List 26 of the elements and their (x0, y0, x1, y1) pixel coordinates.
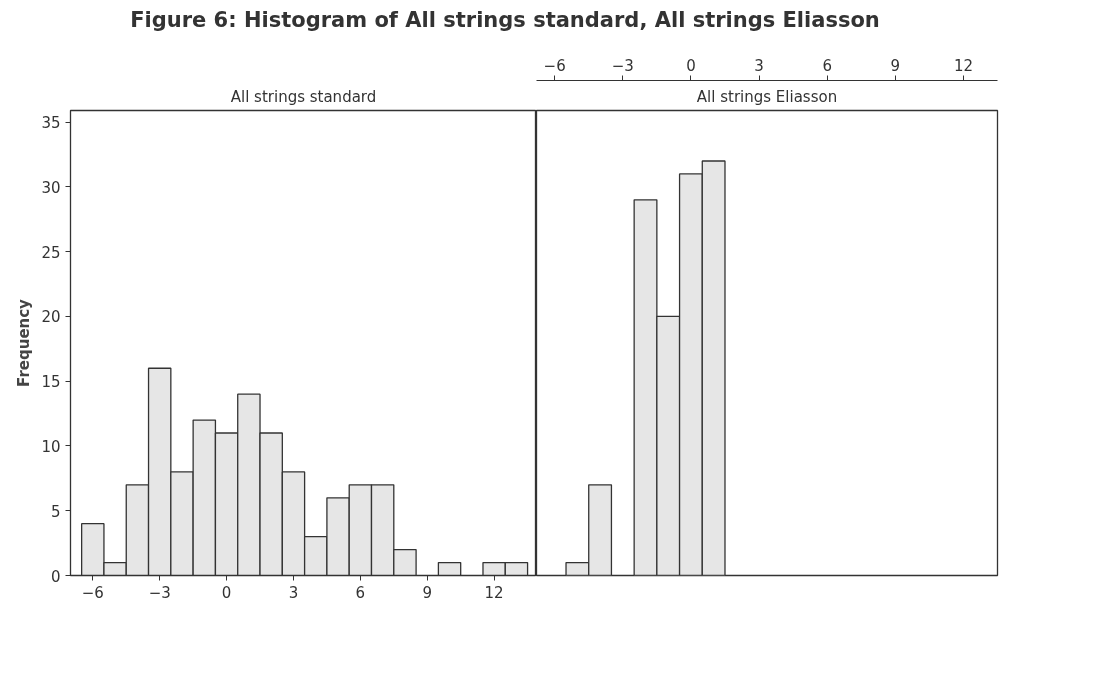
x-tick-label: −6 (81, 583, 104, 602)
x-tick-label: 0 (221, 583, 232, 602)
y-tick-label: 35 (41, 114, 61, 133)
x-tick-label: −6 (543, 56, 566, 75)
y-tick-label: 20 (41, 308, 61, 327)
x-tick-label: 9 (422, 583, 433, 602)
y-tick-label: 10 (41, 437, 61, 456)
x-tick-label: 3 (754, 56, 764, 75)
x-tick-label: 6 (355, 583, 366, 602)
x-tick-label: −3 (611, 56, 634, 75)
x-tick-label: 3 (288, 583, 299, 602)
y-tick-label: 0 (50, 567, 61, 586)
y-axis-title: Frequency (15, 298, 34, 387)
y-tick-label: 30 (41, 178, 61, 197)
y-tick-label: 15 (41, 373, 61, 392)
chart-title: Figure 6: Histogram of All strings standard, All strings Eliasson (130, 7, 880, 34)
y-tick-label: 5 (50, 502, 61, 521)
x-tick-label: −3 (148, 583, 171, 602)
y-tick-label: 25 (41, 243, 61, 262)
x-tick-label: 12 (484, 583, 504, 602)
x-tick-label: 6 (822, 56, 832, 75)
chart-subtitle: All strings standard (230, 87, 377, 106)
x-tick-label: 12 (953, 56, 973, 75)
x-tick-label: 9 (890, 56, 901, 75)
chart-subtitle: All strings Eliasson (696, 87, 838, 106)
x-tick-label: 0 (686, 56, 696, 75)
